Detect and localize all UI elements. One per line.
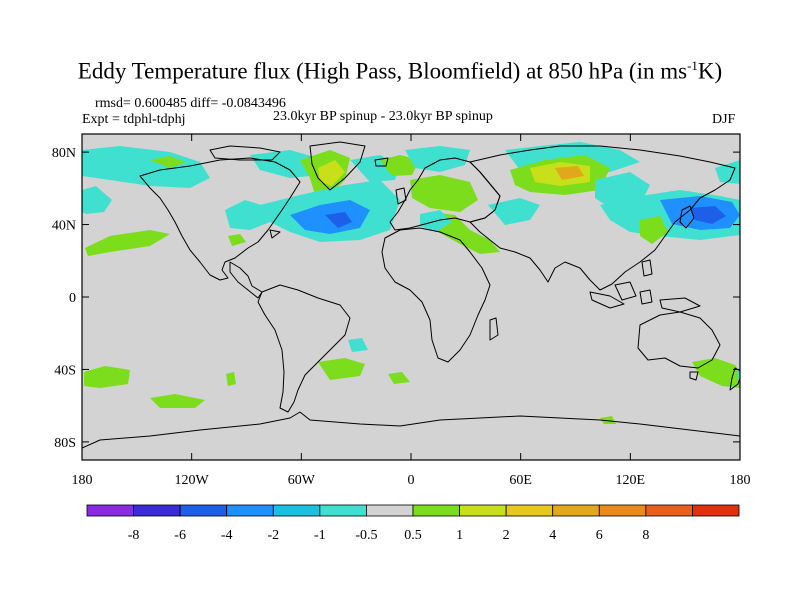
- anomaly-region: [85, 230, 170, 256]
- anomaly-region: [84, 366, 130, 388]
- colorbar-label: -6: [174, 528, 186, 543]
- continent-outline: [469, 145, 736, 291]
- lat-tick-label: 80S: [54, 436, 76, 451]
- lon-tick-label: 180: [72, 473, 93, 488]
- continent-outline: [82, 411, 740, 460]
- colorbar-label: -1: [314, 528, 326, 543]
- colorbar-swatch: [645, 504, 693, 517]
- continent-outline: [209, 145, 281, 161]
- island-outline: [639, 289, 653, 305]
- continent-outline: [381, 227, 491, 363]
- anomaly-region: [640, 216, 668, 244]
- map-title: Eddy Temperature flux (High Pass, Bloomf…: [77, 58, 723, 84]
- colorbar-label: 2: [503, 528, 510, 543]
- colorbar-swatch: [86, 504, 134, 517]
- lon-tick-label: 120W: [175, 473, 210, 488]
- anomaly-shading: [82, 142, 740, 424]
- lon-tick-label: 60W: [288, 473, 316, 488]
- anomaly-region: [692, 358, 740, 388]
- colorbar-label: -0.5: [355, 528, 377, 543]
- anomaly-region: [488, 198, 540, 225]
- island-outline: [489, 317, 499, 341]
- island-outline: [269, 229, 281, 239]
- lat-tick-label: 40N: [52, 219, 76, 234]
- anomaly-region: [690, 206, 726, 224]
- colorbar-label: 8: [642, 528, 649, 543]
- colorbar-swatch: [226, 504, 274, 517]
- colorbar-label: 1: [456, 528, 463, 543]
- continent-outline: [637, 311, 721, 369]
- subtitle-text: 23.0kyr BP spinup - 23.0kyr BP spinup: [273, 109, 493, 124]
- island-outline: [395, 187, 407, 205]
- island-outline: [689, 371, 699, 381]
- lon-tick-label: 180: [730, 473, 751, 488]
- lat-tick-label: 0: [69, 291, 76, 306]
- lat-tick-label: 80N: [52, 146, 76, 161]
- anomaly-region: [388, 372, 410, 384]
- island-outline: [589, 291, 625, 309]
- colorbar-label: 4: [549, 528, 556, 543]
- colorbar-label: -2: [267, 528, 279, 543]
- experiment-label: Expt = tdphl-tdphj: [82, 112, 186, 127]
- anomaly-region: [228, 234, 246, 246]
- island-outline: [614, 281, 637, 301]
- anomaly-region: [150, 156, 186, 168]
- colorbar-swatch: [505, 504, 554, 517]
- colorbar-label: 0.5: [404, 528, 422, 543]
- colorbar-swatch: [366, 504, 414, 517]
- lat-tick-label: 40S: [54, 363, 76, 378]
- colorbar-label: -4: [221, 528, 233, 543]
- coastlines: [82, 141, 740, 460]
- island-outline: [729, 367, 740, 391]
- anomaly-region: [150, 394, 205, 408]
- island-outline: [679, 205, 695, 229]
- anomaly-region: [405, 146, 470, 172]
- anomaly-region: [318, 160, 345, 186]
- anomaly-region: [348, 338, 368, 352]
- anomaly-region: [82, 186, 112, 214]
- colorbar-label: -8: [128, 528, 140, 543]
- island-outline: [374, 157, 389, 167]
- continent-outline: [229, 261, 263, 299]
- island-outline: [309, 141, 366, 191]
- anomaly-region: [555, 166, 584, 180]
- colorbar-swatch: [179, 504, 228, 517]
- island-outline: [659, 297, 701, 313]
- colorbar-swatch: [552, 504, 600, 517]
- rmsd-diff-text: rmsd= 0.600485 diff= -0.0843496: [95, 96, 286, 111]
- colorbar-swatch: [319, 504, 367, 517]
- axis-ticks: 80N 40N 0 40S 80S 180 120W 60W 0 60E 120E 180: [52, 134, 751, 488]
- colorbar-swatch: [598, 504, 647, 517]
- colorbar: -8 -6 -4 -2 -1 -0.5 0.5 1 2 4 6 8: [86, 504, 740, 543]
- season-label: DJF: [712, 112, 736, 127]
- continent-outline: [257, 284, 351, 413]
- colorbar-swatch: [692, 504, 740, 517]
- lon-tick-label: 60E: [509, 473, 532, 488]
- lon-tick-label: 0: [408, 473, 415, 488]
- colorbar-label: 6: [596, 528, 603, 543]
- anomaly-region: [600, 416, 616, 424]
- anomaly-region: [82, 146, 210, 188]
- anomaly-region: [380, 155, 420, 176]
- colorbar-swatch: [133, 504, 181, 517]
- colorbar-swatch: [272, 504, 321, 517]
- anomaly-region: [225, 200, 270, 230]
- anomaly-region: [410, 175, 478, 212]
- colorbar-swatch: [412, 504, 460, 517]
- anomaly-region: [715, 160, 740, 184]
- anomaly-region: [226, 372, 236, 386]
- anomaly-region: [318, 358, 365, 380]
- anomaly-region: [325, 212, 352, 228]
- lon-tick-label: 120E: [616, 473, 646, 488]
- island-outline: [641, 259, 653, 277]
- colorbar-swatch: [459, 504, 507, 517]
